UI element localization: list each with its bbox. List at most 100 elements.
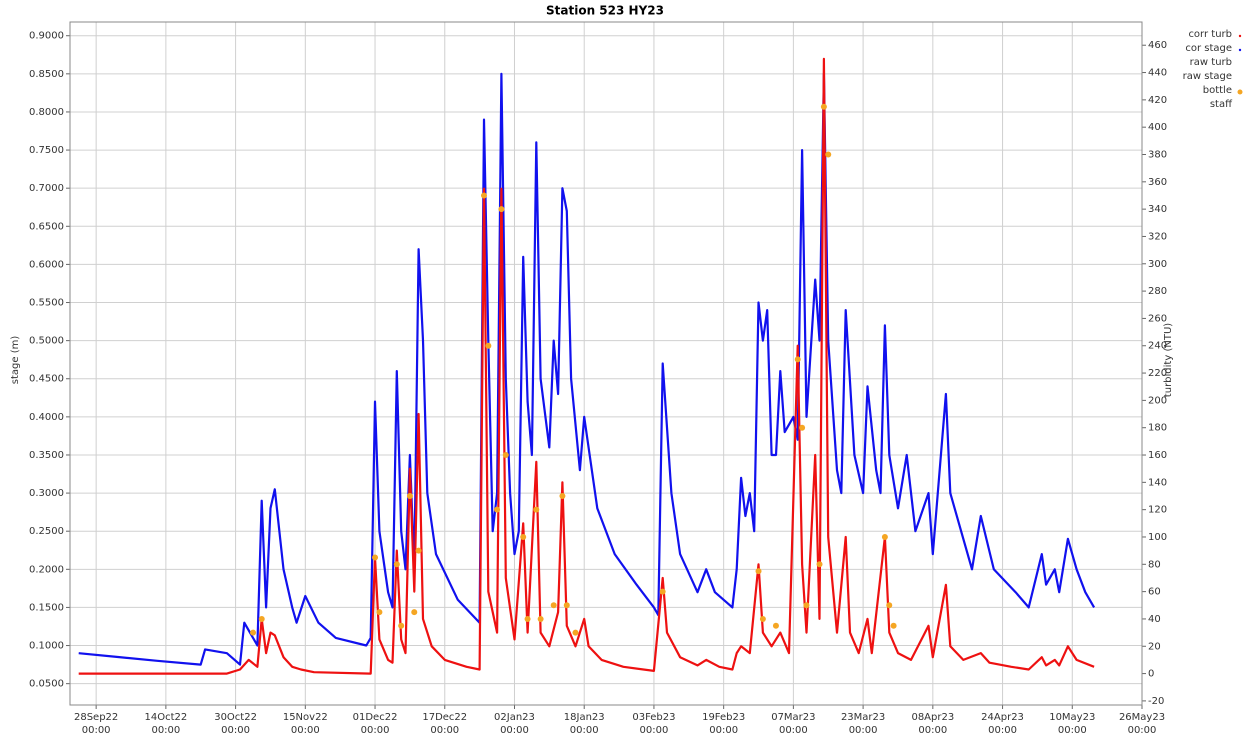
x-tick-label: 15Nov22 00:00 [283, 712, 328, 736]
x-tick-label: 17Dec22 00:00 [422, 712, 467, 736]
bottle-point [550, 602, 557, 609]
x-tick-label: 28Sep22 00:00 [74, 712, 118, 736]
y-tick-label: 0.8500 [29, 69, 64, 80]
x-tick-label-line: 00:00 [640, 725, 669, 736]
x-tick-label-line: 00:00 [430, 725, 459, 736]
bottle-point [659, 588, 666, 595]
x-tick-label-line: 03Feb23 [632, 712, 675, 723]
bottle-point [794, 356, 801, 363]
bottle-point [559, 493, 566, 500]
y-tick-label: 0.1000 [29, 641, 64, 652]
x-tick-label: 24Apr23 00:00 [981, 712, 1024, 736]
legend-label: raw turb [1190, 57, 1232, 68]
legend-label: corr turb [1188, 29, 1232, 40]
x-tick-label-line: 00:00 [1128, 725, 1157, 736]
y-tick-label: 0.2000 [29, 564, 64, 575]
y2-tick-label: 200 [1148, 395, 1167, 406]
x-tick-label-line: 00:00 [291, 725, 320, 736]
legend-label: cor stage [1185, 43, 1232, 54]
y-tick-label: 0.7000 [29, 183, 64, 194]
y2-tick-label: 320 [1148, 231, 1167, 242]
y2-tick-label: 280 [1148, 286, 1167, 297]
x-tick-label: 02Jan23 00:00 [494, 712, 535, 736]
x-tick-label-line: 08Apr23 [911, 712, 954, 723]
legend-marker [1238, 34, 1242, 38]
y2-tick-label: 220 [1148, 368, 1167, 379]
bottle-point [799, 424, 806, 431]
bottle-point [563, 602, 570, 609]
y-tick-label: 0.6000 [29, 259, 64, 270]
y2-tick-label: 360 [1148, 177, 1167, 188]
x-tick-label: 26May23 00:00 [1119, 712, 1165, 736]
y2-tick-label: 440 [1148, 68, 1167, 79]
bottle-point [890, 622, 897, 629]
x-tick-label: 18Jan23 00:00 [564, 712, 605, 736]
x-tick-label-line: 00:00 [221, 725, 250, 736]
bottle-point [480, 192, 487, 199]
bottle-point [759, 615, 766, 622]
x-tick-label-line: 00:00 [500, 725, 529, 736]
y-tick-label: 0.5000 [29, 336, 64, 347]
bottle-point [258, 615, 265, 622]
y2-axis-title: turbidity (NTU) [1163, 323, 1174, 397]
bottle-point [825, 151, 832, 158]
y2-tick-label: 0 [1148, 669, 1154, 680]
x-tick-label: 19Feb23 00:00 [702, 712, 745, 736]
y2-tick-label: 160 [1148, 450, 1167, 461]
x-tick-label: 07Mar23 00:00 [771, 712, 815, 736]
y-tick-label: 0.3000 [29, 488, 64, 499]
y-tick-label: 0.7500 [29, 145, 64, 156]
y-tick-label: 0.3500 [29, 450, 64, 461]
x-tick-label-line: 15Nov22 [283, 712, 328, 723]
chart-title: Station 523 HY23 [546, 4, 664, 18]
bottle-point [772, 622, 779, 629]
y2-tick-label: -20 [1148, 696, 1164, 707]
bottle-point [533, 506, 540, 513]
x-tick-label: 03Feb23 00:00 [632, 712, 675, 736]
x-tick-label-line: 00:00 [1058, 725, 1087, 736]
legend-marker [1237, 89, 1243, 95]
bottle-point [498, 206, 505, 213]
bottle-point [886, 602, 893, 609]
y2-tick-label: 400 [1148, 122, 1167, 133]
y2-tick-label: 420 [1148, 95, 1167, 106]
y2-tick-label: 260 [1148, 313, 1167, 324]
x-tick-label-line: 00:00 [918, 725, 947, 736]
bottle-point [250, 629, 257, 636]
legend-marker [1238, 48, 1242, 52]
legend-label: raw stage [1183, 71, 1232, 82]
bottle-point [398, 622, 405, 629]
x-tick-label-line: 00:00 [361, 725, 390, 736]
bottle-point [376, 609, 383, 616]
y2-tick-label: 380 [1148, 150, 1167, 161]
x-tick-label-line: 02Jan23 [494, 712, 535, 723]
bottle-point [411, 609, 418, 616]
y2-tick-label: 20 [1148, 641, 1161, 652]
x-tick-label: 08Apr23 00:00 [911, 712, 954, 736]
bottle-point [415, 547, 422, 554]
y2-tick-label: 100 [1148, 532, 1167, 543]
y2-tick-label: 120 [1148, 505, 1167, 516]
y2-tick-label: 80 [1148, 559, 1161, 570]
bottle-point [502, 452, 509, 459]
y-tick-label: 0.1500 [29, 602, 64, 613]
bottle-point [372, 554, 379, 561]
x-tick-label-line: 23Mar23 [841, 712, 885, 723]
y-tick-label: 0.8000 [29, 107, 64, 118]
bottle-point [881, 533, 888, 540]
plot-border [69, 21, 1143, 706]
bottle-point [524, 615, 531, 622]
legend-label: staff [1210, 99, 1233, 110]
bottle-point [816, 561, 823, 568]
x-tick-label: 30Oct22 00:00 [214, 712, 257, 736]
y2-tick-label: 460 [1148, 40, 1167, 51]
x-tick-label-line: 19Feb23 [702, 712, 745, 723]
y2-tick-label: 180 [1148, 423, 1167, 434]
bottle-point [537, 615, 544, 622]
bottle-point [393, 561, 400, 568]
series-line [78, 72, 1096, 666]
x-tick-label-line: 00:00 [570, 725, 599, 736]
x-tick-label-line: 18Jan23 [564, 712, 605, 723]
x-tick-label-line: 00:00 [82, 725, 111, 736]
y-tick-label: 0.6500 [29, 221, 64, 232]
